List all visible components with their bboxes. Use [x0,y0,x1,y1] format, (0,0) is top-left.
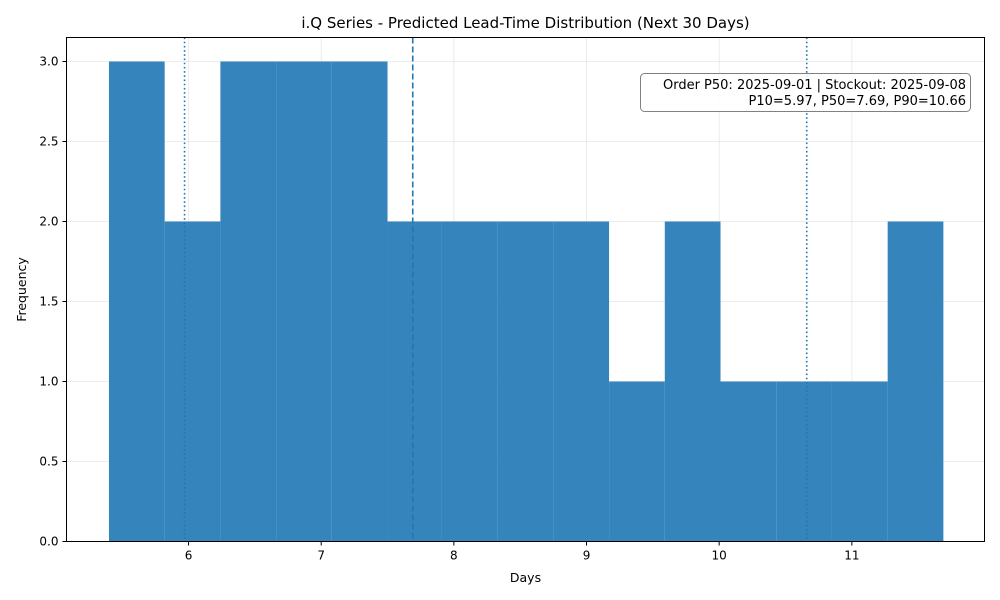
x-tick-label: 11 [844,549,859,563]
histogram-bar [164,221,221,542]
x-tick-label: 8 [450,549,458,563]
histogram-bar [664,221,721,542]
y-tick-label: 3.0 [39,55,58,69]
y-tick-label: 2.5 [39,135,58,149]
histogram-bar [887,221,944,542]
x-tick-label: 6 [185,549,193,563]
y-tick-label: 0.0 [39,535,58,549]
plot-frame [66,37,985,542]
histogram-bar [387,221,442,542]
annotation-box [640,73,971,112]
histogram-bar [331,61,388,542]
x-tick-label: 7 [317,549,325,563]
x-axis-label: Days [510,570,541,585]
stats-annotation: Order P50: 2025-09-01 | Stockout: 2025-0… [640,73,971,112]
annotation-line-1: Order P50: 2025-09-01 | Stockout: 2025-0… [663,78,966,93]
histogram-bar [276,61,332,542]
x-tick-label: 9 [583,549,591,563]
histogram-bar [720,381,777,542]
chart-title: i.Q Series - Predicted Lead-Time Distrib… [301,14,749,32]
histogram-bar [831,381,888,542]
y-tick-label: 0.5 [39,455,58,469]
histogram-bars [108,61,944,542]
histogram-bar [108,61,165,542]
y-axis-label: Frequency [14,257,29,322]
y-tick-label: 2.0 [39,215,58,229]
histogram-bar [497,221,554,542]
x-axis-ticks: 6 7 8 9 10 11 [185,541,859,563]
x-tick-label: 10 [712,549,727,563]
histogram-bar [220,61,277,542]
histogram-bar [776,381,832,542]
reference-lines [183,37,808,542]
y-tick-label: 1.0 [39,375,58,389]
y-tick-label: 1.5 [39,295,58,309]
annotation-line-2: P10=5.97, P50=7.69, P90=10.66 [749,94,966,109]
y-axis-ticks: 0.0 0.5 1.0 1.5 2.0 2.5 3.0 [39,55,67,549]
histogram-bar [441,221,498,542]
histogram-bar [609,381,665,542]
histogram-bar [553,221,610,542]
